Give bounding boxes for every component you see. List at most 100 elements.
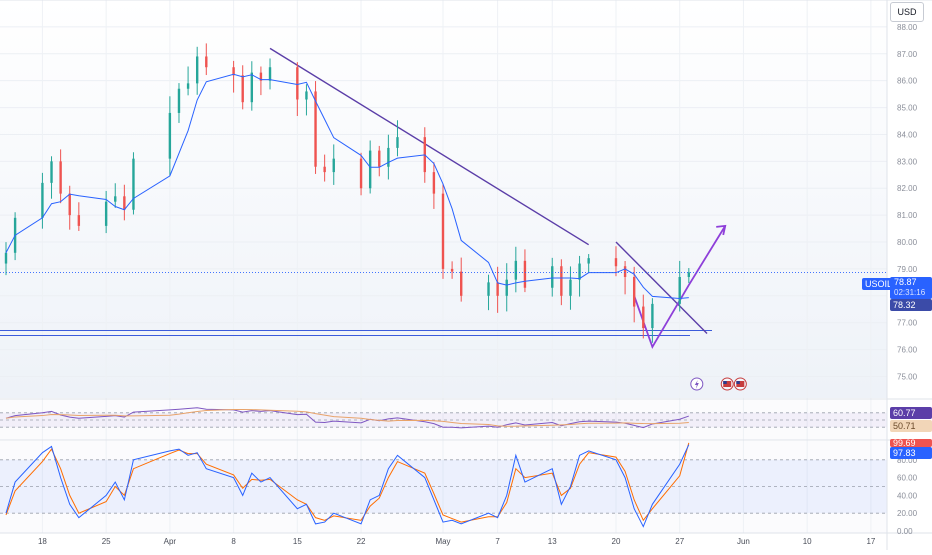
candle-body — [678, 276, 681, 304]
stoch-tick-label: 80.00 — [897, 456, 918, 465]
time-tick-label: 27 — [675, 537, 684, 546]
candle-body — [359, 158, 363, 189]
flag-stripes — [723, 381, 732, 387]
candle-body — [460, 271, 463, 296]
last-price-value: 78.87 — [894, 277, 917, 287]
time-tick-label: 20 — [612, 537, 621, 546]
time-tick-label: 22 — [357, 537, 366, 546]
candle-body — [578, 263, 581, 280]
stoch-d-label: 99.69 — [890, 439, 932, 447]
candle-body — [241, 75, 244, 103]
candle-body — [523, 260, 527, 288]
candle-body — [186, 83, 190, 89]
candle-body — [632, 276, 636, 307]
candle-body — [432, 172, 436, 194]
candle-body — [114, 196, 117, 202]
candle-body — [314, 91, 317, 167]
candle-body — [195, 56, 199, 84]
price-tick-label: 88.00 — [897, 23, 918, 32]
candle-body — [232, 67, 235, 76]
rsi-line — [5, 407, 689, 429]
time-tick-label: 15 — [293, 537, 302, 546]
time-tick-label: May — [435, 537, 450, 546]
candle-body — [496, 282, 499, 296]
price-tick-label: 81.00 — [897, 211, 918, 220]
currency-button[interactable]: USD — [890, 2, 924, 22]
candle-body — [123, 196, 126, 210]
candle-body — [168, 112, 172, 159]
candle-body — [396, 137, 399, 148]
candle-body — [569, 279, 572, 296]
candle-body — [268, 67, 272, 81]
time-tick-label: Apr — [164, 537, 177, 546]
candle-body — [651, 303, 654, 329]
lightning-icon[interactable] — [690, 377, 704, 391]
descending-trendline — [269, 47, 590, 246]
candle-body — [551, 266, 554, 288]
flag-canton — [723, 381, 727, 384]
time-tick-label: 18 — [38, 537, 47, 546]
projection-arrow-head — [716, 224, 727, 236]
price-tick-label: 79.00 — [897, 265, 918, 274]
symbol-label: USOIL — [862, 278, 892, 290]
candle-body — [296, 67, 299, 100]
ma-price-label: 78.32 — [890, 299, 932, 311]
candle-body — [59, 161, 62, 194]
candles-layer — [0, 43, 887, 343]
price-tick-label: 86.00 — [897, 77, 918, 86]
candle-body — [505, 279, 508, 296]
candle-body — [250, 72, 254, 103]
moving-average-line — [5, 73, 689, 300]
candle-body — [441, 193, 445, 269]
candle-body — [487, 282, 490, 296]
price-tick-label: 87.00 — [897, 50, 918, 59]
candle-body — [368, 150, 372, 189]
stoch-tick-label: 40.00 — [897, 491, 918, 500]
rsi-ma-line — [5, 409, 689, 427]
candle-body — [642, 306, 645, 329]
time-tick-label: Jun — [737, 537, 750, 546]
candle-body — [68, 193, 71, 216]
lightning-glyph — [694, 380, 699, 389]
price-tick-label: 82.00 — [897, 184, 918, 193]
time-tick-label: 13 — [548, 537, 557, 546]
candle-body — [205, 56, 208, 68]
stoch-tick-label: 0.00 — [897, 527, 913, 536]
us-flag-icon[interactable] — [733, 377, 747, 391]
stoch-k-line — [5, 444, 690, 528]
stoch-d-line — [5, 442, 690, 523]
candle-body — [77, 215, 81, 226]
events-layer[interactable] — [690, 377, 747, 391]
candle-body — [378, 150, 381, 167]
last-price-label: 78.87 02:31:16 — [890, 277, 932, 299]
rsi-value-label: 60.77 — [890, 407, 932, 419]
price-tick-label: 77.00 — [897, 319, 918, 328]
candle-body — [177, 88, 181, 113]
short-trendline — [615, 241, 708, 334]
candle-body — [687, 272, 691, 277]
stoch-tick-label: 60.00 — [897, 474, 918, 483]
candle-body — [332, 158, 335, 173]
price-tick-label: 76.00 — [897, 346, 918, 355]
time-tick-label: 10 — [803, 537, 812, 546]
candle-body — [623, 266, 627, 277]
price-tick-label: 75.00 — [897, 372, 918, 381]
time-tick-label: 25 — [102, 537, 111, 546]
rsi-ma-label: 50.71 — [890, 420, 932, 432]
flag-canton — [736, 381, 740, 384]
candle-body — [323, 166, 326, 173]
flag-stripes — [736, 381, 745, 387]
candle-body — [50, 161, 53, 183]
price-tick-label: 84.00 — [897, 130, 918, 139]
candle-body — [387, 147, 390, 167]
price-tick-label: 85.00 — [897, 104, 918, 113]
candle-body — [514, 260, 518, 280]
time-tick-label: 17 — [866, 537, 875, 546]
stoch-k-label: 97.83 — [890, 447, 932, 459]
us-flag-icon[interactable] — [720, 377, 734, 391]
price-tick-label: 80.00 — [897, 238, 918, 247]
rsi-layer — [0, 407, 887, 429]
candle-body — [41, 182, 44, 218]
